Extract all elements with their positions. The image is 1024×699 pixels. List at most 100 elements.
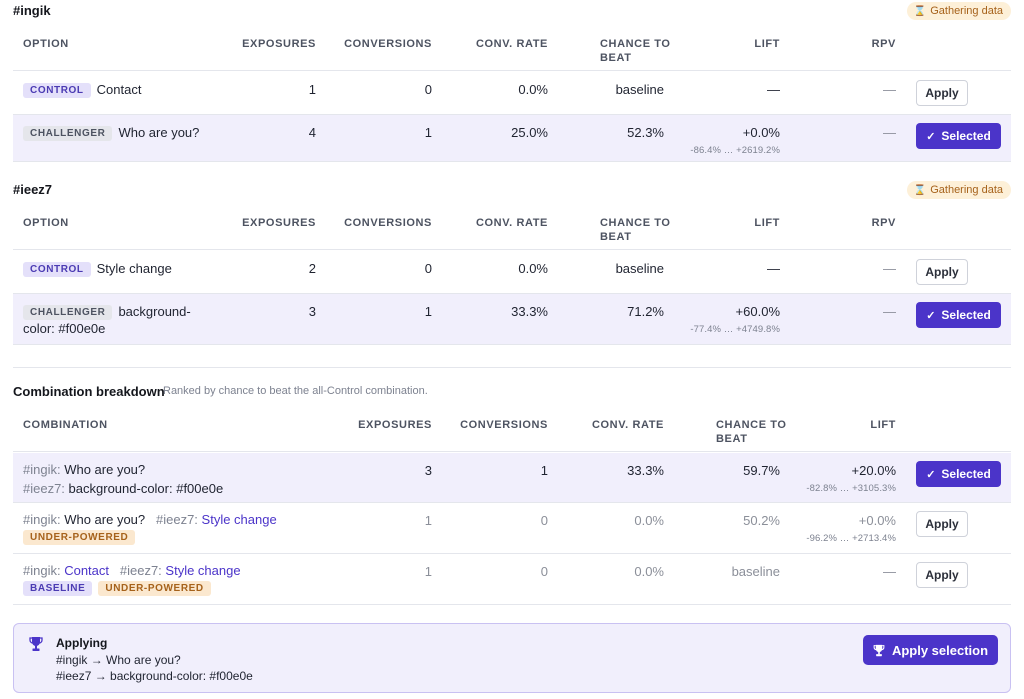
lift-ci: -82.8% … +3105.3% [806,483,896,494]
col-chance: CHANCE TO BEAT [716,418,787,446]
combo-value: Style change [201,512,277,527]
status-badge: ⌛ Gathering data [906,181,1011,199]
apply-button[interactable]: Apply [916,80,968,106]
status-badge-label: Gathering data [930,5,1003,17]
col-rpv: RPV [871,38,896,50]
col-chance-line1: CHANCE TO [600,38,671,50]
option-label-line2: color: #f00e0e [23,321,106,336]
control-tag: CONTROL [23,262,91,277]
rpv-value: — [883,125,896,140]
col-conversions: CONVERSIONS [344,38,432,50]
apply-selection-label: Apply selection [891,642,989,658]
apply-button[interactable]: Apply [916,562,968,588]
option-label: Contact [96,82,142,97]
table-row: CONTROL Contact 1 0 0.0% baseline — — App… [13,72,1011,115]
lift-value: +0.0% [742,125,780,140]
col-lift: LIFT [870,419,896,431]
table-header: COMBINATION EXPOSURES CONVERSIONS CONV. … [13,404,1011,452]
combo-prefix: #ingik: [23,462,61,477]
option-label: Who are you? [118,125,200,140]
conv-rate-value: 0.0% [634,513,664,528]
lift-ci: -86.4% … +2619.2% [690,145,780,156]
breakdown-subtitle: Ranked by chance to beat the all-Control… [163,385,428,397]
combo-value: Contact [64,563,110,578]
col-option: OPTION [23,217,69,229]
lift-ci: -77.4% … +4749.8% [690,324,780,335]
breakdown-header: Combination breakdown Ranked by chance t… [13,381,1011,403]
table-row-selected: CHALLENGER background-color: #f00e0e 3 1 … [13,294,1011,345]
apply-selection-button[interactable]: Apply selection [863,635,998,665]
conv-rate-value: 33.3% [511,304,548,319]
selected-button[interactable]: ✓ Selected [916,302,1001,328]
check-icon: ✓ [926,468,936,481]
lift-value: +60.0% [735,304,780,319]
col-chance-line2: BEAT [600,231,632,243]
lift-ci: -96.2% … +2713.4% [806,533,896,544]
chance-value: 59.7% [743,463,780,478]
exposures-value: 1 [424,513,432,528]
lift-value: — [767,82,780,97]
conversions-value: 0 [540,564,548,579]
chance-value: baseline [731,564,780,579]
lift-cell: +60.0% -77.4% … +4749.8% [690,303,780,338]
exposures-value: 3 [424,463,432,478]
conv-rate-value: 25.0% [511,125,548,140]
combo-prefix: #ieez7: [119,563,162,578]
col-lift: LIFT [754,38,780,50]
table-row-selected: CHALLENGER Who are you? 4 1 25.0% 52.3% +… [13,115,1011,162]
combination-breakdown: Combination breakdown Ranked by chance t… [13,381,1011,605]
option-cell: CHALLENGER background-color: #f00e0e [23,303,223,337]
col-exposures: EXPOSURES [242,217,316,229]
combo-prefix: #ieez7: [23,481,65,496]
col-option: OPTION [23,38,69,50]
apply-button[interactable]: Apply [916,259,968,285]
applying-line: #ingik → Who are you? [56,653,181,667]
lift-value: — [767,261,780,276]
applying-panel: Applying #ingik → Who are you? #ieez7 → … [13,623,1011,693]
conv-rate-value: 0.0% [634,564,664,579]
col-exposures: EXPOSURES [358,419,432,431]
conv-rate-value: 33.3% [627,463,664,478]
control-tag: CONTROL [23,83,91,98]
section-divider [13,367,1011,368]
experiment-title: #ingik [13,3,51,18]
col-exposures: EXPOSURES [242,38,316,50]
selected-button[interactable]: ✓ Selected [916,123,1001,149]
challenger-tag: CHALLENGER [23,126,113,141]
exposures-value: 1 [424,564,432,579]
apply-button[interactable]: Apply [916,511,968,537]
col-chance-line2: BEAT [716,433,748,445]
status-badge-label: Gathering data [930,184,1003,196]
under-powered-badge: UNDER-POWERED [23,530,136,545]
conversions-value: 1 [540,463,548,478]
exposures-value: 4 [308,125,316,140]
option-cell: CHALLENGER Who are you? [23,124,199,141]
lift-value: +20.0% [851,463,896,478]
table-row: CONTROL Style change 2 0 0.0% baseline — … [13,251,1011,294]
combo-value: background-color: #f00e0e [68,481,224,496]
conversions-value: 1 [424,304,432,319]
option-cell: CONTROL Contact [23,81,141,98]
exposures-value: 2 [308,261,316,276]
col-chance: CHANCE TO BEAT [600,37,671,65]
under-powered-badge: UNDER-POWERED [98,581,211,596]
trophy-icon [29,637,43,651]
combination-cell: #ingik: Who are you? #ieez7: background-… [23,460,223,498]
exposures-value: 3 [308,304,316,319]
lift-cell: +0.0% -96.2% … +2713.4% [806,512,896,547]
lift-value: +0.0% [858,513,896,528]
col-chance-line1: CHANCE TO [600,217,671,229]
conv-rate-value: 0.0% [518,261,548,276]
selected-label: Selected [941,308,991,322]
col-conv-rate: CONV. RATE [591,419,664,431]
table-header: OPTION EXPOSURES CONVERSIONS CONV. RATE … [13,23,1011,71]
applying-line: #ieez7 → background-color: #f00e0e [56,669,253,683]
check-icon: ✓ [926,309,936,322]
option-cell: CONTROL Style change [23,260,172,277]
exposures-value: 1 [308,82,316,97]
table-header: OPTION EXPOSURES CONVERSIONS CONV. RATE … [13,202,1011,250]
selected-button[interactable]: ✓ Selected [916,461,1001,487]
lift-cell: +20.0% -82.8% … +3105.3% [806,462,896,497]
combo-value: Who are you? [64,462,146,477]
col-lift: LIFT [754,217,780,229]
